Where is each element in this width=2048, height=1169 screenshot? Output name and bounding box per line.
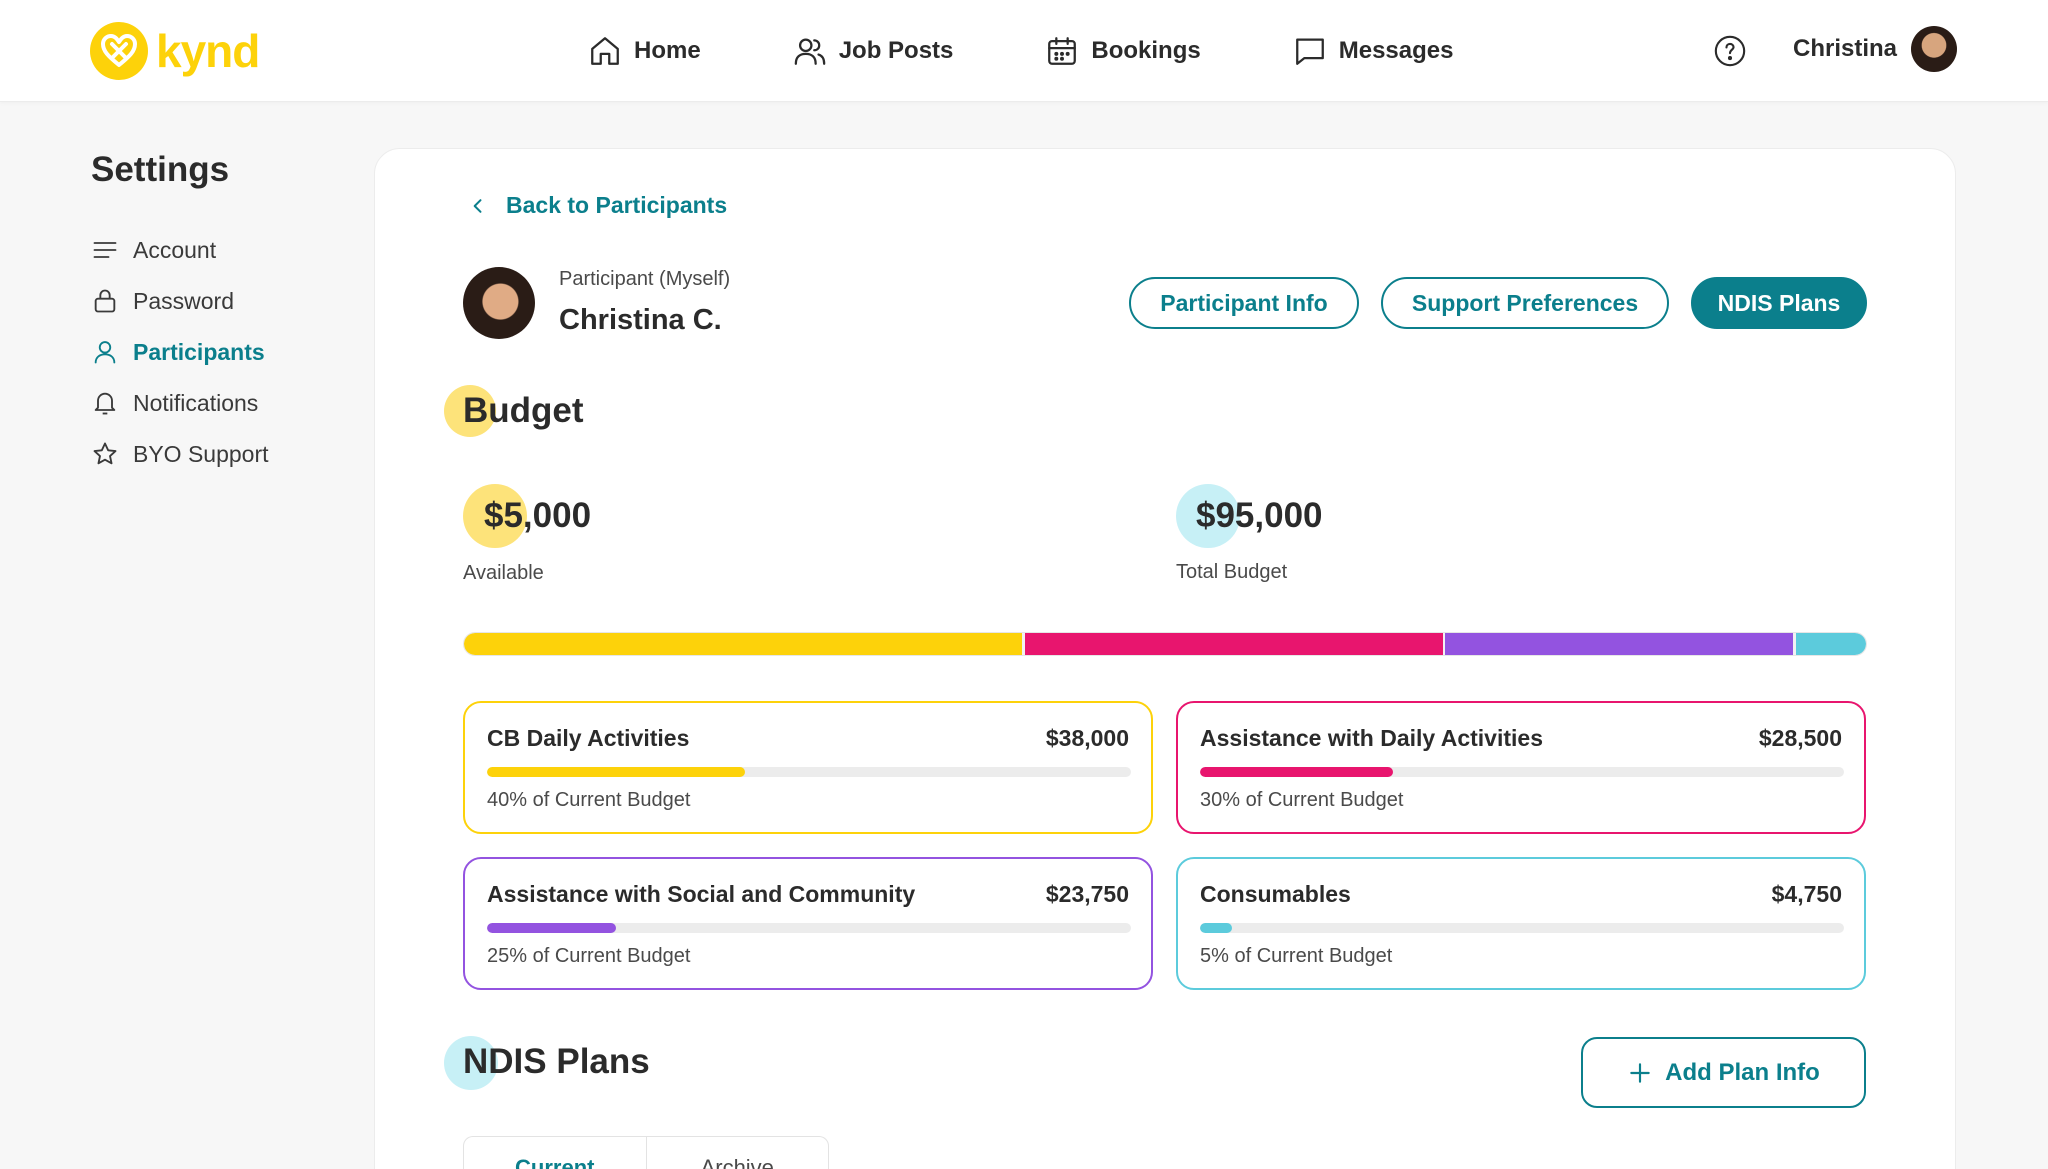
nav-messages-label: Messages xyxy=(1338,37,1454,64)
budget-title: Budget xyxy=(463,391,584,430)
category-card-assistance-daily-activities[interactable]: Assistance with Daily Activities $28,500… xyxy=(1176,701,1866,834)
menu-lines-icon xyxy=(93,242,117,258)
users-icon xyxy=(794,38,825,65)
category-progress-track xyxy=(487,767,1131,777)
sidebar-item-password[interactable]: Password xyxy=(91,287,234,315)
main-nav: Home Job Posts Bookings Messages xyxy=(588,30,1545,72)
available-amount: $5,000 xyxy=(484,496,592,535)
category-name: Consumables xyxy=(1200,881,1351,907)
budget-title-decoration xyxy=(444,385,496,437)
available-decoration xyxy=(463,484,527,548)
kynd-logo[interactable]: kynd xyxy=(90,22,260,80)
tab-current[interactable]: Current xyxy=(464,1137,647,1169)
category-progress-track xyxy=(1200,923,1844,933)
nav-messages[interactable]: Messages xyxy=(1293,30,1454,72)
budget-segment-2 xyxy=(1024,633,1443,655)
nav-home[interactable]: Home xyxy=(588,30,701,72)
message-icon xyxy=(1295,38,1324,65)
lock-icon xyxy=(94,289,116,313)
logo-heart-icon xyxy=(90,22,148,80)
category-percent: 40% of Current Budget xyxy=(487,789,691,811)
help-icon[interactable] xyxy=(1713,34,1747,68)
participant-avatar xyxy=(463,267,535,339)
sidebar-item-byo-support[interactable]: BYO Support xyxy=(91,440,269,468)
bell-icon xyxy=(94,392,116,415)
budget-segment-3 xyxy=(1445,633,1794,655)
participant-name: Christina C. xyxy=(559,304,722,336)
category-amount: $4,750 xyxy=(1771,881,1842,907)
user-name: Christina xyxy=(1793,35,1898,62)
budget-segment-4 xyxy=(1795,633,1866,655)
sidebar-item-label: BYO Support xyxy=(133,440,269,467)
category-card-cb-daily-activities[interactable]: CB Daily Activities $38,000 40% of Curre… xyxy=(463,701,1153,834)
budget-stacked-bar xyxy=(463,632,1867,656)
category-amount: $23,750 xyxy=(1045,881,1129,907)
category-amount: $38,000 xyxy=(1045,725,1129,751)
participant-role: Participant (Myself) xyxy=(559,268,731,290)
sidebar-item-participants[interactable]: Participants xyxy=(91,338,265,366)
category-name: Assistance with Daily Activities xyxy=(1200,725,1544,751)
category-progress-fill xyxy=(487,767,745,777)
sidebar-item-label: Account xyxy=(133,236,217,263)
sidebar-item-label: Password xyxy=(133,287,234,314)
tab-support-preferences[interactable]: Support Preferences xyxy=(1381,277,1669,329)
total-budget-decoration xyxy=(1176,484,1240,548)
category-card-consumables[interactable]: Consumables $4,750 5% of Current Budget xyxy=(1176,857,1866,990)
category-percent: 25% of Current Budget xyxy=(487,945,691,967)
category-percent: 5% of Current Budget xyxy=(1200,945,1393,967)
add-plan-info-button[interactable]: Add Plan Info xyxy=(1581,1037,1866,1108)
category-progress-fill xyxy=(1200,767,1394,777)
chevron-left-icon xyxy=(473,198,482,213)
available-label: Available xyxy=(463,562,544,584)
nav-job-posts-label: Job Posts xyxy=(838,37,954,64)
category-name: Assistance with Social and Community xyxy=(487,881,916,907)
tab-archive[interactable]: Archive xyxy=(700,1155,774,1169)
category-progress-fill xyxy=(487,923,616,933)
tab-ndis-plans[interactable]: NDIS Plans xyxy=(1691,277,1867,329)
plus-icon xyxy=(1630,1062,1650,1083)
sidebar-item-label: Notifications xyxy=(133,389,259,416)
star-icon xyxy=(93,442,117,465)
category-percent: 30% of Current Budget xyxy=(1200,789,1404,811)
user-icon xyxy=(94,341,116,364)
budget-segment-1 xyxy=(464,633,1022,655)
category-card-social-community[interactable]: Assistance with Social and Community $23… xyxy=(463,857,1153,990)
calendar-icon xyxy=(1048,37,1077,65)
category-progress-track xyxy=(487,923,1131,933)
nav-bookings-label: Bookings xyxy=(1091,37,1201,64)
settings-title: Settings xyxy=(91,150,230,189)
back-to-participants-link[interactable]: Back to Participants xyxy=(468,192,727,219)
ndis-plans-title: NDIS Plans xyxy=(463,1042,650,1081)
home-icon xyxy=(591,37,619,65)
plans-tabs: Current Archive xyxy=(463,1136,829,1169)
avatar xyxy=(1911,26,1958,72)
nav-bookings[interactable]: Bookings xyxy=(1045,30,1201,72)
category-amount: $28,500 xyxy=(1758,725,1842,751)
tab-participant-info[interactable]: Participant Info xyxy=(1129,277,1359,329)
user-menu[interactable]: Christina xyxy=(1793,26,1958,72)
sidebar-item-notifications[interactable]: Notifications xyxy=(91,389,258,417)
total-budget-amount: $95,000 xyxy=(1196,496,1323,535)
add-plan-info-label: Add Plan Info xyxy=(1665,1058,1820,1086)
category-progress-track xyxy=(1200,767,1844,777)
nav-home-label: Home xyxy=(634,37,701,64)
category-progress-fill xyxy=(1200,923,1233,933)
category-name: CB Daily Activities xyxy=(487,725,690,751)
logo-text: kynd xyxy=(156,25,260,77)
top-navbar: kynd Home Job Posts Bookings Messages Ch… xyxy=(0,0,2048,102)
back-label: Back to Participants xyxy=(506,192,728,218)
ndis-plans-title-decoration xyxy=(444,1036,498,1090)
total-budget-label: Total Budget xyxy=(1176,561,1288,583)
sidebar-item-label: Participants xyxy=(133,338,265,365)
sidebar-item-account[interactable]: Account xyxy=(91,236,216,264)
nav-job-posts[interactable]: Job Posts xyxy=(793,30,954,72)
